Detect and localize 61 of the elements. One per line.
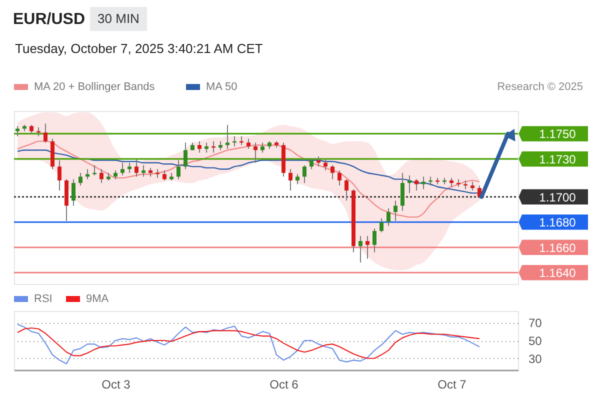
- legend-label: 9MA: [86, 293, 110, 305]
- candlestick: [226, 124, 230, 150]
- x-tick-label: Oct 3: [102, 378, 131, 392]
- candlestick: [310, 158, 314, 170]
- candlestick: [394, 200, 398, 222]
- candlestick: [134, 158, 138, 178]
- candlestick: [302, 164, 306, 184]
- chart-title: EUR/USD: [13, 11, 86, 28]
- candlestick: [338, 170, 342, 186]
- chart-subtitle: 30 MIN: [98, 11, 140, 26]
- candlestick: [176, 160, 180, 180]
- candlestick: [386, 208, 390, 226]
- y-tick-label: 30: [528, 352, 542, 366]
- y-tick-label: 1.1660: [539, 240, 576, 255]
- text: Tuesday, October 7, 2025 3:40:21 AM CET: [15, 41, 263, 56]
- candlestick: [344, 178, 348, 202]
- candlestick: [58, 160, 62, 192]
- y-tick-label: 1.1750: [539, 127, 576, 142]
- candlestick: [260, 142, 264, 154]
- candlestick: [100, 168, 104, 184]
- y-tick-label: 1.1730: [539, 152, 576, 166]
- y-tick-label: 1.1640: [539, 266, 576, 280]
- candlestick: [120, 162, 124, 176]
- candlestick: [330, 164, 334, 180]
- y-tick-label: 1.1680: [539, 216, 576, 230]
- candlestick: [358, 236, 362, 264]
- y-tick-label: 70: [528, 316, 542, 330]
- candlestick: [204, 142, 208, 154]
- line-series: [16, 324, 480, 364]
- y-tick-label: 50: [528, 334, 542, 348]
- text: Research © 2025: [497, 81, 583, 93]
- candlestick: [142, 164, 146, 178]
- x-tick-label: Oct 6: [270, 378, 299, 392]
- candlestick: [408, 174, 412, 194]
- legend-label: MA 20 + Bollinger Bands: [34, 81, 156, 93]
- candlestick: [380, 218, 384, 233]
- line-series: [16, 327, 480, 359]
- candlestick: [316, 156, 320, 168]
- candlestick: [78, 172, 82, 186]
- legend-label: RSI: [34, 293, 52, 305]
- candlestick: [198, 140, 202, 154]
- candlestick: [422, 176, 426, 190]
- candlestick: [400, 172, 404, 212]
- candlestick: [184, 142, 188, 170]
- candlestick: [162, 170, 166, 181]
- candlestick: [372, 228, 376, 253]
- candlestick: [324, 158, 328, 171]
- candlestick: [414, 178, 418, 192]
- candlestick: [296, 174, 300, 185]
- candlestick: [44, 123, 48, 144]
- candlestick: [72, 178, 76, 206]
- candlestick: [16, 126, 20, 137]
- x-tick-label: Oct 7: [438, 378, 467, 392]
- y-tick-label: 1.1700: [539, 190, 576, 204]
- candlestick: [288, 168, 292, 192]
- candlestick: [128, 162, 132, 174]
- candlestick: [86, 168, 90, 180]
- legend-label: MA 50: [206, 81, 238, 93]
- candlestick: [366, 236, 370, 260]
- candlestick: [246, 138, 250, 150]
- candlestick: [254, 142, 258, 164]
